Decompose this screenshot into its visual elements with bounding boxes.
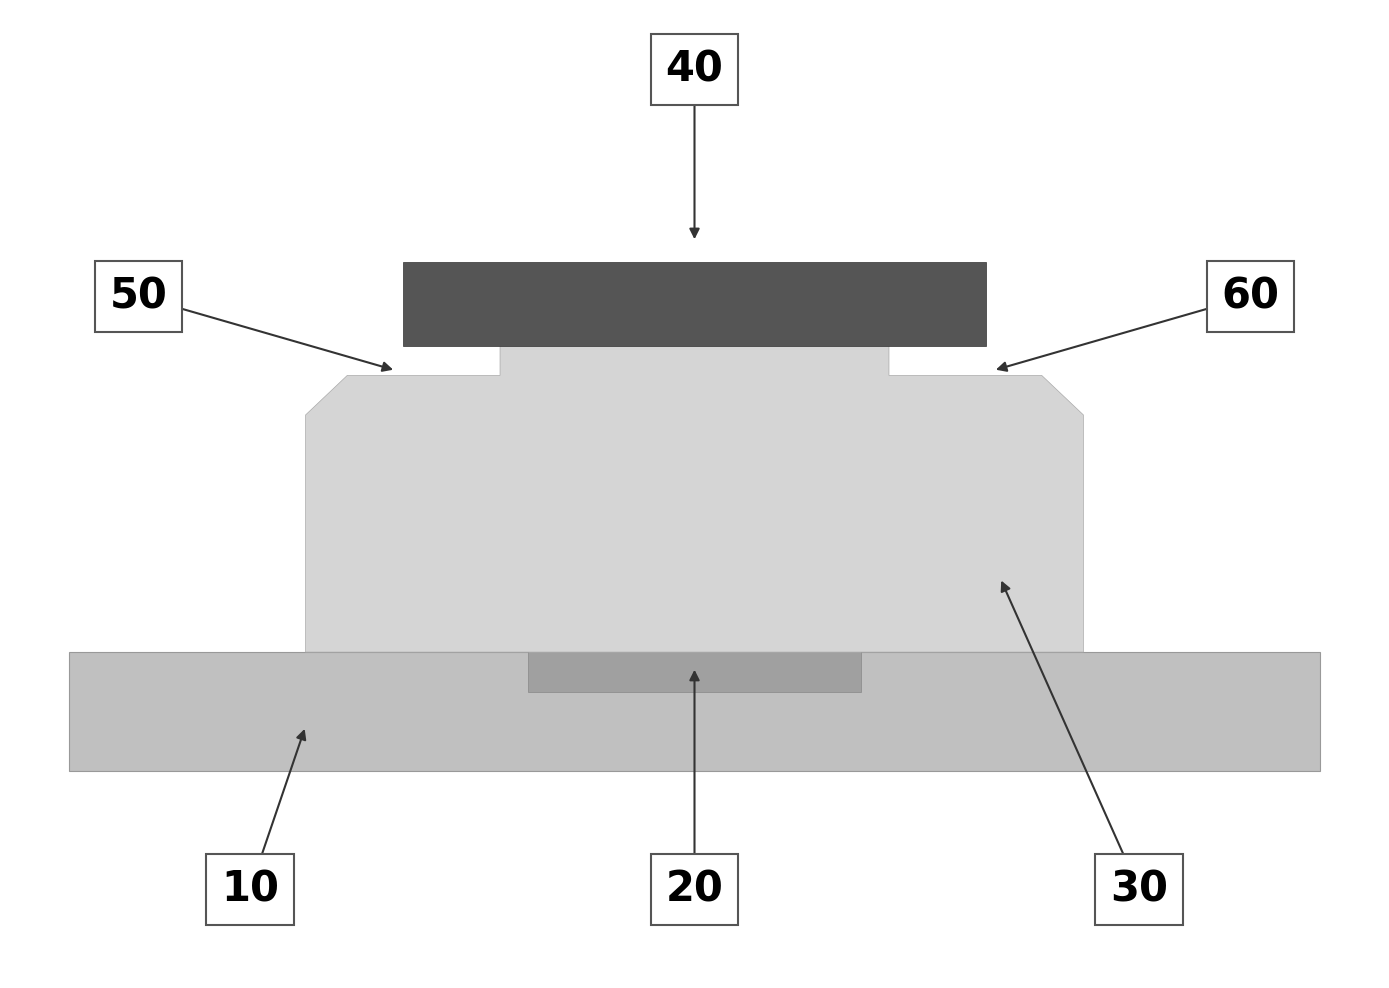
Bar: [403, 262, 986, 346]
Bar: [528, 647, 861, 692]
Text: 40: 40: [665, 48, 724, 90]
Polygon shape: [306, 277, 1083, 652]
Bar: [69, 652, 1320, 771]
Text: 20: 20: [665, 868, 724, 910]
Text: 10: 10: [221, 868, 279, 910]
Text: 30: 30: [1110, 868, 1168, 910]
Text: 50: 50: [110, 276, 168, 317]
Text: 60: 60: [1221, 276, 1279, 317]
